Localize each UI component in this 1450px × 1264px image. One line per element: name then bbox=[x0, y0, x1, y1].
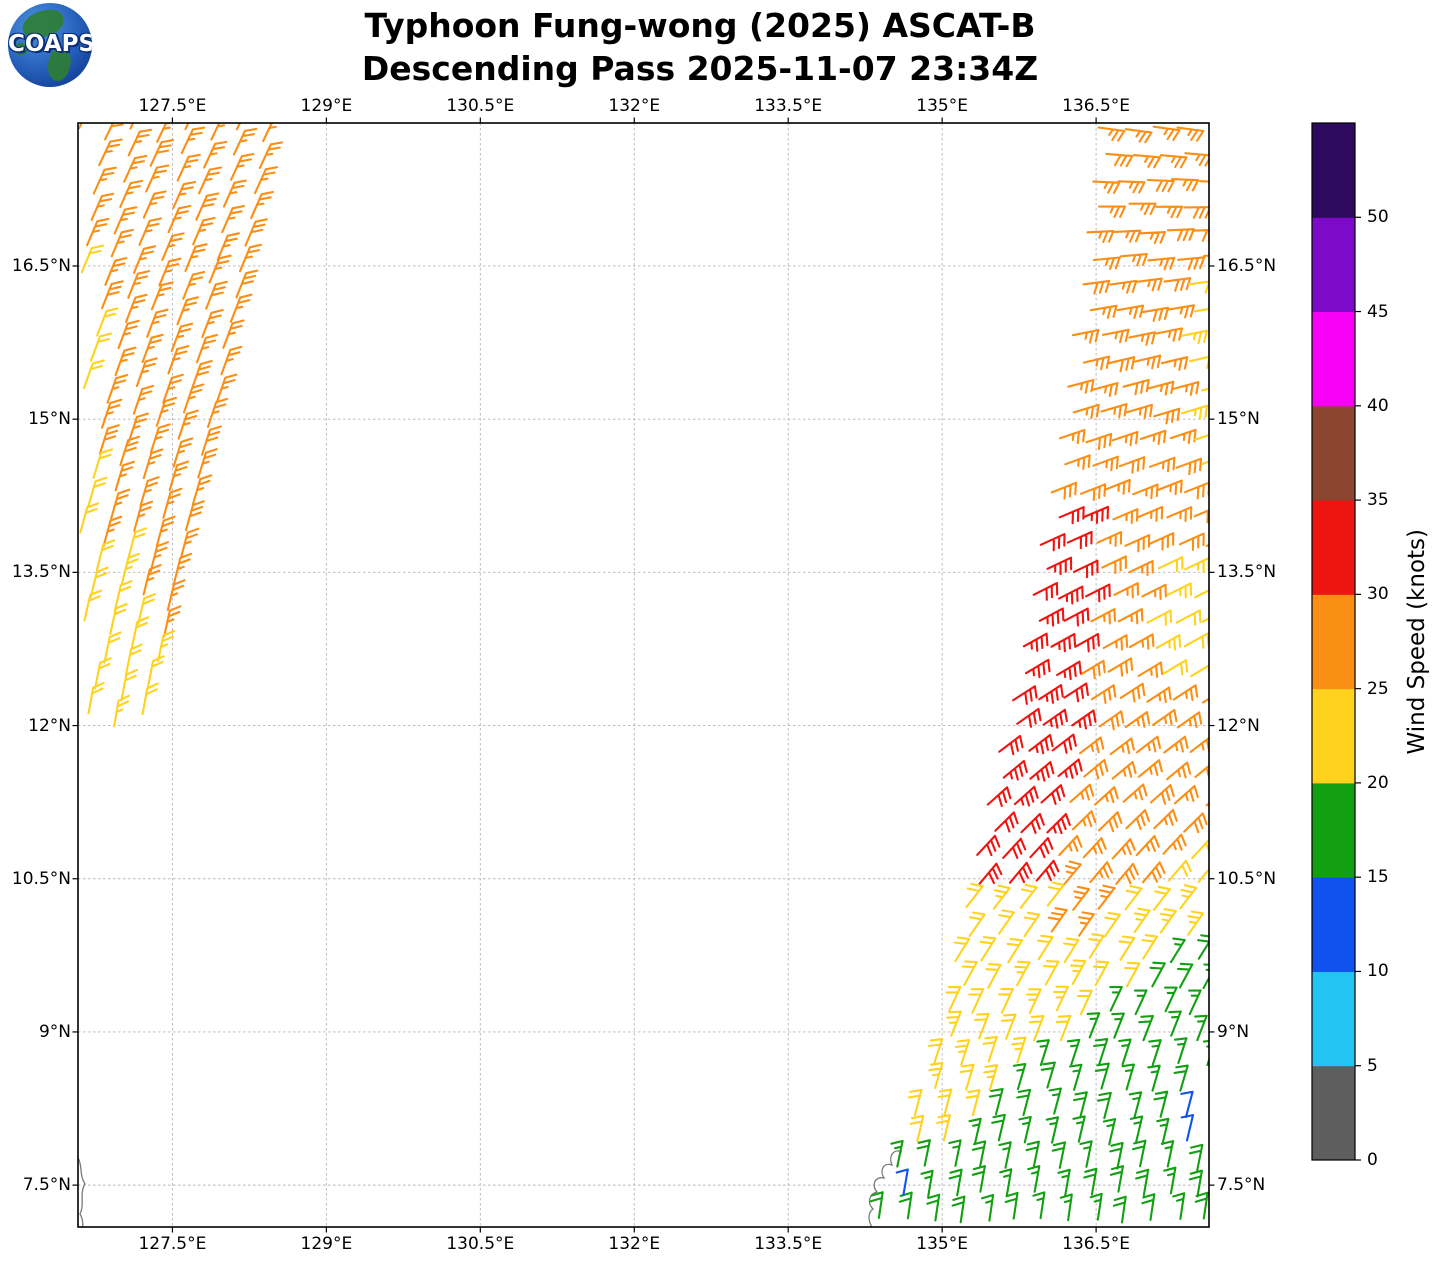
lat-tick-label-right: 10.5°N bbox=[1217, 868, 1277, 889]
lat-tick-label-right: 7.5°N bbox=[1217, 1175, 1266, 1196]
colorbar-tick-label: 35 bbox=[1367, 490, 1389, 511]
colorbar-tick-label: 50 bbox=[1367, 207, 1389, 228]
colorbar-band-50-55 bbox=[1312, 123, 1355, 218]
colorbar-band-35-40 bbox=[1312, 405, 1355, 501]
logo-continent-shape bbox=[14, 43, 28, 55]
wind-barbs-blue bbox=[895, 1090, 1195, 1197]
axis-ticks bbox=[72, 117, 1215, 1233]
lat-tick-label-left: 15°N bbox=[28, 409, 71, 430]
lon-tick-label-top: 127.5°E bbox=[138, 96, 207, 116]
lon-tick-label-bottom: 133.5°E bbox=[754, 1234, 823, 1254]
lon-tick-label-top: 132°E bbox=[608, 96, 661, 116]
lon-tick-label-top: 133.5°E bbox=[754, 96, 823, 116]
coaps-logo: COAPS bbox=[8, 3, 92, 87]
lat-tick-label-left: 9°N bbox=[38, 1021, 71, 1042]
wind-barbs-red bbox=[976, 505, 1111, 885]
colorbar-band-5-10 bbox=[1312, 971, 1355, 1067]
gridlines bbox=[78, 123, 1209, 1227]
colorbar-band-10-15 bbox=[1312, 877, 1355, 972]
lat-tick-label-right: 12°N bbox=[1217, 715, 1260, 736]
logo-text: COAPS bbox=[8, 31, 92, 57]
plot-title-line1: Typhoon Fung-wong (2025) ASCAT-B bbox=[364, 6, 1036, 45]
colorbar-band-0-5 bbox=[1312, 1065, 1355, 1161]
colorbar-tick-label: 10 bbox=[1367, 961, 1389, 982]
lat-tick-label-left: 16.5°N bbox=[11, 255, 71, 276]
lon-tick-label-top: 135°E bbox=[916, 96, 968, 116]
lat-tick-label-right: 16.5°N bbox=[1217, 255, 1277, 276]
colorbar-tick-label: 45 bbox=[1367, 301, 1389, 322]
colorbar-band-15-20 bbox=[1312, 782, 1355, 878]
colorbar-tick-label: 25 bbox=[1367, 678, 1389, 699]
wind-barbs-green bbox=[869, 934, 1209, 1224]
lon-tick-label-bottom: 135°E bbox=[916, 1234, 968, 1254]
lat-tick-label-left: 13.5°N bbox=[11, 562, 71, 583]
lon-tick-label-bottom: 127.5°E bbox=[138, 1234, 207, 1254]
lon-tick-label-bottom: 130.5°E bbox=[446, 1234, 515, 1254]
lon-tick-label-bottom: 132°E bbox=[608, 1234, 661, 1254]
colorbar-tick-label: 15 bbox=[1367, 867, 1389, 888]
colorbar-ticks bbox=[1355, 216, 1361, 1161]
colorbar-tick-label: 0 bbox=[1367, 1150, 1378, 1170]
lat-tick-label-left: 12°N bbox=[28, 715, 71, 736]
colorbar-band-20-25 bbox=[1312, 688, 1355, 784]
lon-tick-label-bottom: 129°E bbox=[300, 1234, 353, 1254]
lon-tick-label-bottom: 136.5°E bbox=[1062, 1234, 1131, 1254]
colorbar-band-30-35 bbox=[1312, 500, 1355, 595]
colorbar-tick-label: 40 bbox=[1367, 395, 1389, 416]
colorbar-band-25-30 bbox=[1312, 594, 1355, 690]
lon-tick-label-top: 129°E bbox=[300, 96, 353, 116]
colorbar-band-40-45 bbox=[1312, 311, 1355, 407]
colorbar-tick-label: 20 bbox=[1367, 772, 1389, 793]
wind-barbs bbox=[78, 123, 1209, 1224]
plot-title-line2: Descending Pass 2025-11-07 23:34Z bbox=[361, 49, 1039, 88]
lat-tick-label-right: 15°N bbox=[1217, 409, 1260, 430]
plot-border bbox=[77, 122, 1210, 1228]
lon-tick-label-top: 136.5°E bbox=[1062, 96, 1131, 116]
colorbar-tick-label: 30 bbox=[1367, 584, 1389, 605]
lat-tick-label-left: 10.5°N bbox=[11, 868, 71, 889]
lat-tick-label-right: 13.5°N bbox=[1217, 562, 1277, 583]
colorbar-axis-label-wrap: Wind Speed (knots) bbox=[1396, 123, 1438, 1160]
wind-barbs-yellow bbox=[79, 244, 1209, 1143]
lon-tick-label-top: 130.5°E bbox=[446, 96, 515, 116]
plot-title: Typhoon Fung-wong (2025) ASCAT-B Descend… bbox=[200, 4, 1200, 90]
colorbar bbox=[1311, 122, 1361, 1161]
coastlines bbox=[78, 1150, 903, 1227]
lat-tick-label-left: 7.5°N bbox=[22, 1175, 71, 1196]
colorbar-axis-label: Wind Speed (knots) bbox=[1404, 528, 1430, 755]
wind-barbs-orange bbox=[78, 123, 1209, 937]
colorbar-border bbox=[1311, 122, 1356, 1161]
colorbar-tick-label: 5 bbox=[1367, 1055, 1378, 1076]
colorbar-band-45-50 bbox=[1312, 217, 1355, 313]
lat-tick-label-right: 9°N bbox=[1217, 1021, 1250, 1042]
